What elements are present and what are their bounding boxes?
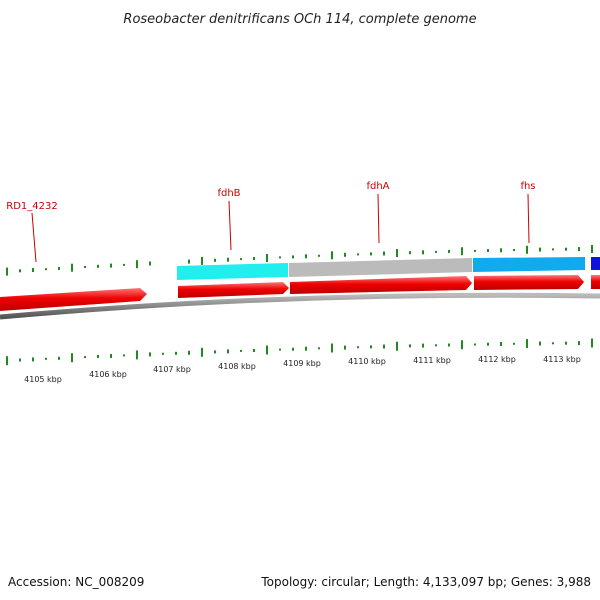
gene-label-fhs[interactable]: fhs — [520, 181, 535, 192]
cog-band-blue[interactable] — [591, 257, 600, 270]
scale-axis: 4105 kbp 4106 kbp 4107 kbp 4108 kbp 4109… — [24, 355, 581, 384]
cog-band-gray[interactable] — [289, 258, 472, 277]
gc-ticks-lower — [6, 338, 593, 366]
scale-label: 4105 kbp — [24, 375, 62, 384]
map-title: Roseobacter denitrificans OCh 114, compl… — [123, 12, 476, 27]
gene-arrow-fhs[interactable] — [474, 275, 584, 290]
gene-arrow-fdhb[interactable] — [178, 282, 289, 298]
gene-label-fdhb[interactable]: fdhB — [217, 188, 240, 199]
scale-label: 4109 kbp — [283, 359, 321, 368]
scale-label: 4110 kbp — [348, 357, 386, 366]
gene-label-rd1-4232[interactable]: RD1_4232 — [6, 201, 57, 212]
scale-label: 4113 kbp — [543, 355, 581, 364]
leader-line-fdhb — [228, 200, 232, 251]
cog-band-cyan[interactable] — [177, 263, 288, 280]
forward-genes — [0, 275, 600, 311]
leader-line-fdha — [377, 193, 380, 244]
gc-ticks-upper — [6, 245, 593, 276]
gene-arrow-fdha[interactable] — [290, 276, 472, 294]
cog-band — [177, 257, 600, 280]
genome-backbone — [0, 292, 600, 320]
cog-band-sky[interactable] — [473, 257, 585, 272]
scale-label: 4112 kbp — [478, 355, 516, 364]
scale-label: 4106 kbp — [89, 370, 127, 379]
scale-label: 4111 kbp — [413, 356, 451, 365]
scale-label: 4107 kbp — [153, 365, 191, 374]
scale-label: 4108 kbp — [218, 362, 256, 371]
leader-line-rd1-4232 — [31, 212, 37, 263]
gene-label-fdha[interactable]: fdhA — [366, 181, 389, 192]
genome-summary: Topology: circular; Length: 4,133,097 bp… — [260, 575, 591, 589]
gene-arrow-rd1-4232[interactable] — [0, 288, 147, 311]
gene-labels: RD1_4232 fdhB fdhA fhs — [6, 181, 536, 263]
accession-text: Accession: NC_008209 — [8, 575, 144, 589]
leader-line-fhs — [527, 193, 530, 244]
gene-arrow-next[interactable] — [591, 275, 600, 289]
